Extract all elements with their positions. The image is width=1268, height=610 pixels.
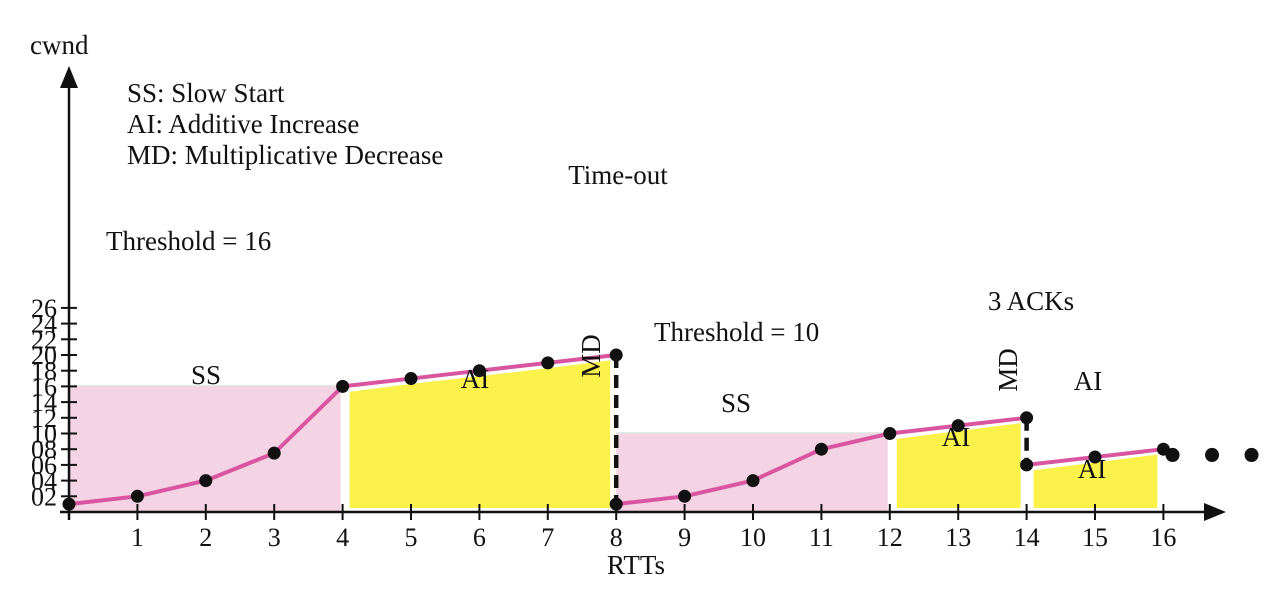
drop-layer	[613, 355, 1029, 505]
region-label-ai-3: AI	[1078, 454, 1107, 484]
data-point-11	[678, 489, 692, 503]
region-fill-1	[69, 386, 341, 512]
region-label-ss-1: SS	[191, 360, 221, 390]
x-axis-arrowhead	[1204, 503, 1226, 521]
region-label-ss-2: SS	[721, 388, 751, 418]
region-fill-5	[1033, 454, 1158, 508]
region-label-ai-1: AI	[461, 364, 490, 394]
legend-line-ss: SS: Slow Start	[127, 78, 285, 108]
threshold-label-2: Threshold = 10	[654, 317, 819, 347]
y-tick-label-26: 26	[31, 294, 57, 323]
x-tick-label-15: 15	[1082, 523, 1108, 552]
data-point-6	[404, 372, 418, 386]
y-tick-label-18: 18	[31, 357, 57, 386]
y-tick-label-14: 14	[31, 388, 57, 417]
x-tick-label-11: 11	[809, 523, 834, 552]
md-label-2: MD	[993, 348, 1023, 392]
data-point-8	[541, 356, 555, 370]
x-tick-label-8: 8	[610, 523, 623, 552]
data-point-13	[814, 442, 828, 456]
data-point-5	[336, 379, 350, 393]
data-point-7	[472, 364, 486, 378]
y-tick-label-02: 02	[31, 482, 57, 511]
y-tick-label-24: 24	[31, 310, 57, 339]
tick-layer: 1 2 3 4 5 6 7 8 9 10 11 12 13 14 15 1602040608101214161…	[31, 294, 1176, 552]
data-point-18	[1088, 450, 1102, 464]
x-tick-label-2: 2	[199, 523, 212, 552]
region-fill-4	[896, 423, 1021, 508]
data-point-14	[883, 427, 897, 440]
series-layer	[62, 348, 1170, 511]
y-tick-label-20: 20	[31, 341, 57, 370]
x-tick-label-13: 13	[945, 523, 971, 552]
data-point-4	[267, 446, 281, 460]
data-point-2	[130, 489, 144, 503]
x-tick-label-10: 10	[740, 523, 766, 552]
x-tick-label-16: 16	[1150, 523, 1176, 552]
y-tick-label-08: 08	[31, 435, 57, 464]
data-point-12	[746, 474, 760, 488]
x-tick-label-3: 3	[268, 523, 281, 552]
label-layer: cwnd RTTs SS: Slow Start AI: Additive In…	[30, 30, 1264, 580]
axes-layer	[60, 66, 1226, 521]
data-point-1	[62, 497, 76, 511]
md-label-1: MD	[576, 334, 606, 378]
continuation-dots: • • •	[1160, 434, 1265, 480]
timeout-annotation: Time-out	[568, 160, 668, 190]
x-tick-label-5: 5	[405, 523, 418, 552]
x-axis-title: RTTs	[607, 550, 665, 580]
data-point-9	[609, 348, 623, 362]
x-tick-label-14: 14	[1014, 523, 1040, 552]
x-tick-label-9: 9	[678, 523, 691, 552]
y-axis-title: cwnd	[30, 30, 89, 60]
x-tick-label-12: 12	[877, 523, 903, 552]
x-tick-label-1: 1	[131, 523, 144, 552]
y-tick-label-10: 10	[31, 420, 57, 449]
data-point-15	[951, 419, 965, 433]
three-acks-annotation: 3 ACKs	[988, 286, 1074, 316]
data-point-19	[1156, 442, 1170, 456]
y-tick-label-04: 04	[31, 467, 57, 496]
y-tick-label-16: 16	[31, 372, 57, 401]
threshold-label-1: Threshold = 16	[106, 226, 271, 256]
legend-line-md: MD: Multiplicative Decrease	[127, 140, 443, 170]
data-point-16	[1020, 411, 1034, 425]
y-tick-label-22: 22	[31, 325, 57, 354]
y-tick-label-12: 12	[31, 404, 57, 433]
data-point-3	[199, 474, 213, 488]
region-fill-2	[349, 360, 611, 508]
region-label-ai-2: AI	[942, 422, 971, 452]
x-tick-label-7: 7	[541, 523, 554, 552]
y-axis-arrowhead	[60, 66, 78, 88]
data-point-17	[1020, 458, 1034, 472]
y-tick-label-06: 06	[31, 451, 57, 480]
legend-line-ai: AI: Additive Increase	[127, 109, 359, 139]
ai-annotation-third: AI	[1074, 366, 1103, 396]
x-tick-label-4: 4	[336, 523, 349, 552]
data-point-10	[609, 497, 623, 511]
x-tick-label-6: 6	[473, 523, 486, 552]
